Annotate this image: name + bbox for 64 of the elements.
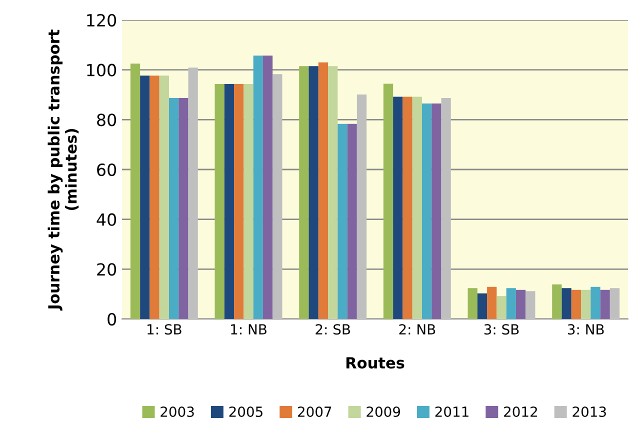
bar [356, 94, 367, 319]
bar [150, 76, 160, 319]
bar [262, 56, 273, 319]
bar [328, 66, 338, 319]
bar [590, 286, 600, 319]
x-tick-label: 3: NB [568, 324, 604, 335]
legend-label: 2012 [504, 406, 537, 417]
bar [318, 62, 328, 319]
bar [468, 288, 478, 319]
x-tick-label: 2: SB [316, 324, 350, 335]
x-tick-label: 1: SB [148, 324, 182, 335]
bar [610, 288, 620, 319]
bar [308, 66, 318, 319]
bar [299, 66, 309, 319]
y-tick-label: 60 [97, 163, 116, 176]
bar [159, 76, 169, 319]
bar [338, 124, 348, 319]
x-axis-title: Routes [346, 357, 404, 369]
bar [272, 74, 282, 319]
y-tick-label: 20 [97, 263, 116, 276]
x-tick-label: 1: NB [231, 324, 266, 334]
bar [506, 288, 516, 319]
bar [234, 84, 244, 319]
bar [581, 290, 591, 319]
legend-label: 2007 [298, 406, 332, 417]
bar [188, 68, 198, 319]
bar [562, 288, 572, 319]
bar [526, 291, 536, 319]
bar [496, 296, 506, 319]
legend-label: 2005 [229, 406, 262, 417]
y-tick-label: 100 [87, 64, 116, 76]
legend-label: 2009 [366, 406, 400, 417]
bar [168, 98, 179, 319]
y-tick-label: 80 [97, 114, 116, 126]
bar [383, 84, 394, 319]
y-axis-title: Journey time by public transport (minutes) [48, 30, 79, 311]
bar [214, 84, 224, 319]
bar [441, 98, 451, 319]
bar [432, 103, 442, 319]
bar [347, 124, 357, 319]
bar [253, 56, 263, 319]
x-tick-label: 3: SB [484, 324, 519, 335]
legend-label: 2011 [435, 406, 468, 417]
y-tick-label: 0 [108, 312, 116, 326]
bar [600, 290, 610, 319]
bar [477, 293, 488, 319]
bar [224, 84, 234, 319]
bar [552, 284, 562, 319]
bar [412, 96, 422, 319]
legend-label: 2003 [160, 406, 194, 417]
bar [393, 96, 403, 319]
y-tick-label: 120 [87, 14, 116, 27]
bar [140, 76, 150, 319]
bar [487, 286, 497, 319]
x-tick-label: 2: NB [399, 324, 436, 334]
bar [178, 98, 188, 319]
legend-label: 2013 [572, 406, 606, 417]
bar [422, 103, 432, 319]
bar [130, 64, 140, 319]
y-tick-label: 40 [96, 213, 116, 226]
bar [516, 290, 526, 319]
bar [571, 290, 582, 319]
bar [244, 84, 254, 319]
bar [402, 96, 412, 319]
